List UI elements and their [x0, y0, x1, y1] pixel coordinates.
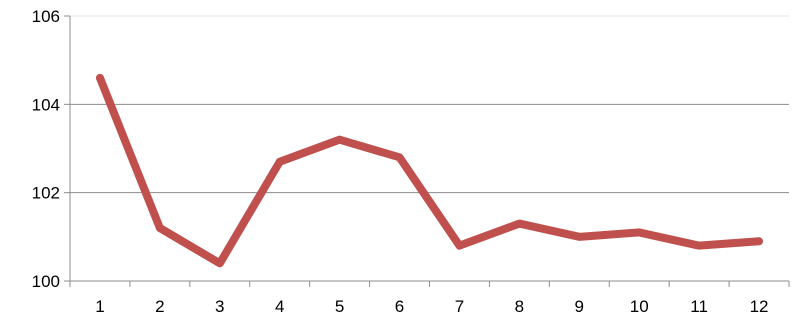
x-tick-label: 10	[630, 297, 649, 316]
x-tick-label: 12	[750, 297, 769, 316]
data-point	[755, 237, 763, 245]
axes	[64, 15, 790, 287]
y-axis-tick-labels: 100 102 104 106	[32, 7, 60, 291]
data-point	[515, 220, 523, 228]
x-tick-label: 2	[155, 297, 164, 316]
data-point	[216, 259, 224, 267]
x-axis-tick-labels: 1 2 3 4 5 6 7 8 9 10 11 12	[95, 297, 768, 316]
data-point	[276, 158, 284, 166]
x-tick-label: 7	[455, 297, 464, 316]
x-tick-label: 4	[275, 297, 284, 316]
data-point	[156, 224, 164, 232]
data-point	[635, 228, 643, 236]
x-tick-label: 3	[215, 297, 224, 316]
x-tick-label: 6	[395, 297, 404, 316]
series-line	[95, 73, 764, 268]
data-point	[96, 74, 104, 82]
data-point	[575, 233, 583, 241]
series-layer	[95, 73, 764, 268]
y-tick-label: 106	[32, 7, 60, 26]
data-point	[455, 242, 463, 250]
x-tick-label: 9	[575, 297, 584, 316]
x-tick-label: 1	[95, 297, 104, 316]
y-tick-label: 102	[32, 184, 60, 203]
y-tick-label: 100	[32, 272, 60, 291]
x-tick-label: 5	[335, 297, 344, 316]
y-tick-label: 104	[32, 95, 60, 114]
x-tick-label: 8	[515, 297, 524, 316]
gridlines	[70, 15, 789, 194]
data-point	[336, 136, 344, 144]
data-point	[695, 242, 703, 250]
data-point	[396, 153, 404, 161]
x-tick-label: 11	[690, 297, 708, 316]
